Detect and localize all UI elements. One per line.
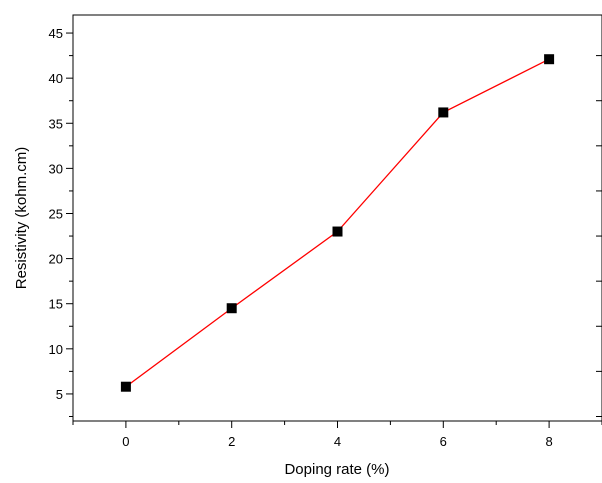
x-axis-label: Doping rate (%) [284, 461, 389, 478]
y-tick-label: 20 [49, 252, 63, 267]
x-tick-label: 4 [334, 434, 341, 449]
axis-ticks: 0 2 4 6 8 5 10 15 20 25 30 35 40 45 [49, 26, 602, 449]
x-tick-label: 6 [440, 434, 447, 449]
x-tick-label: 0 [122, 434, 129, 449]
data-point-marker [544, 54, 555, 65]
data-point-marker [226, 303, 237, 314]
y-tick-label: 40 [49, 71, 63, 86]
y-tick-label: 15 [49, 297, 63, 312]
y-tick-label: 25 [49, 206, 63, 221]
x-tick-label: 8 [545, 434, 552, 449]
y-tick-label: 30 [49, 161, 63, 176]
data-point-marker [438, 107, 449, 118]
data-point-marker [120, 381, 131, 392]
data-point-marker [332, 226, 343, 237]
y-axis-label: Resistivity (kohm.cm) [13, 147, 30, 290]
series-line [125, 58, 550, 388]
y-tick-label: 45 [49, 26, 63, 41]
y-tick-label: 5 [56, 387, 63, 402]
data-series [120, 54, 555, 392]
plot-frame [72, 14, 602, 422]
y-tick-label: 10 [49, 342, 63, 357]
x-tick-label: 2 [228, 434, 235, 449]
y-tick-label: 35 [49, 116, 63, 131]
